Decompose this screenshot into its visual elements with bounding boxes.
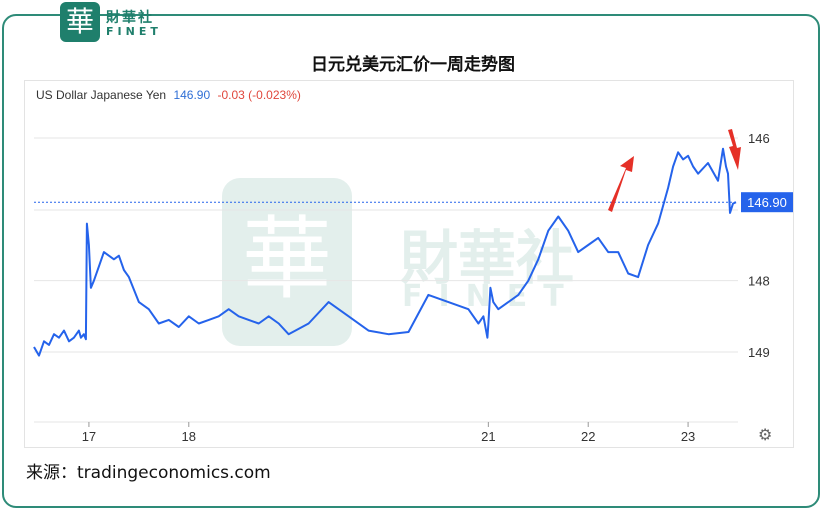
red-arrow-up — [608, 156, 634, 212]
watermark: 華 財華社 FINET — [222, 178, 580, 346]
y-tick-label: 149 — [748, 345, 770, 360]
logo-name-cn: 財華社 — [106, 10, 154, 26]
quote-change: -0.03 (-0.023%) — [217, 88, 301, 102]
watermark-badge — [222, 178, 352, 346]
y-tick-labels: 146 148 149 — [748, 131, 770, 360]
x-tick-label: 18 — [182, 429, 196, 444]
x-tick-label: 17 — [82, 429, 96, 444]
x-tick-labels: 17 18 21 22 23 — [82, 422, 695, 444]
instrument-name: US Dollar Japanese Yen — [36, 88, 167, 102]
logo-name-en: FINET — [106, 25, 162, 38]
x-tick-label: 22 — [581, 429, 595, 444]
y-tick-label: 148 — [748, 274, 770, 289]
watermark-badge-glyph: 華 — [242, 207, 332, 312]
gear-icon[interactable]: ⚙ — [758, 425, 773, 444]
x-tick-label: 23 — [681, 429, 695, 444]
source-note: 来源：tradingeconomics.com — [26, 463, 271, 483]
quote-header: US Dollar Japanese Yen 146.90 -0.03 (-0.… — [36, 88, 305, 102]
finet-logo: 華 — [60, 2, 100, 42]
chart-title: 日元兑美元汇价一周走势图 — [311, 55, 515, 75]
grid — [34, 137, 738, 423]
logo-text: 財華社 FINET — [106, 10, 162, 38]
last-price-label: 146.90 — [747, 195, 787, 210]
last-price-badge — [741, 192, 793, 213]
watermark-en: FINET — [402, 279, 580, 314]
quote-price: 146.90 — [173, 88, 211, 102]
red-arrow-down — [728, 129, 741, 170]
y-tick-label: 146 — [748, 131, 770, 146]
chart-frame — [2, 14, 820, 508]
plot-area — [24, 80, 794, 448]
series-line — [33, 147, 737, 357]
x-tick-label: 21 — [481, 429, 495, 444]
last-price-tag: 146.90 — [741, 192, 793, 213]
